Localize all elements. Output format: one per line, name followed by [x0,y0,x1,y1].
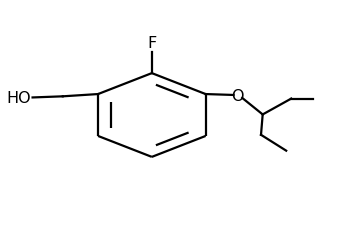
Text: F: F [147,36,157,51]
Text: HO: HO [6,91,31,106]
Text: O: O [231,88,244,103]
